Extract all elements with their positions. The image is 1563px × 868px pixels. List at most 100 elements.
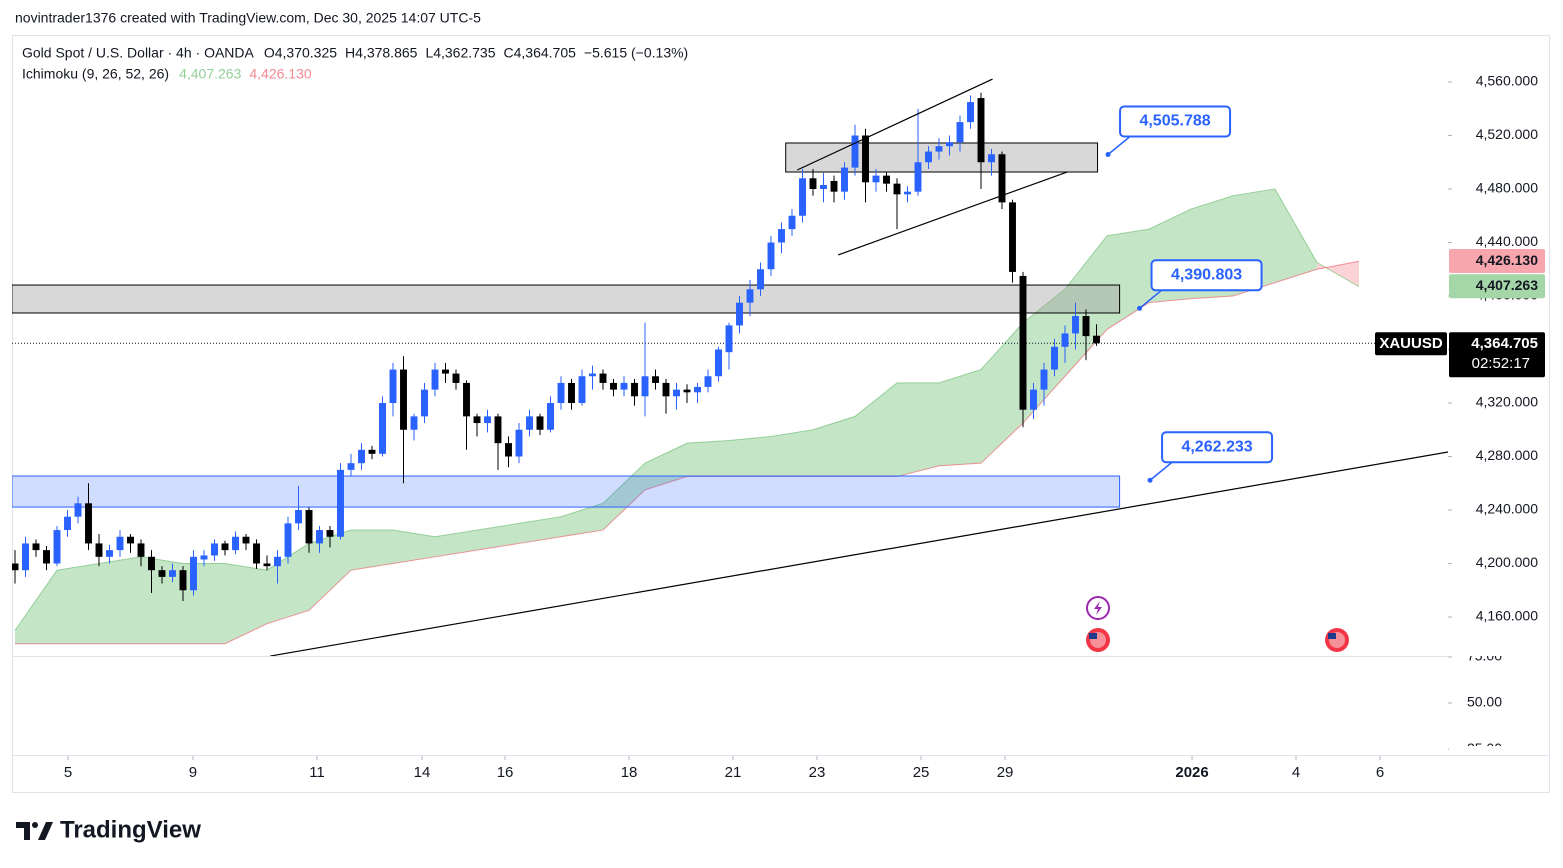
annotation-box	[1150, 259, 1263, 292]
cloud-segment	[435, 530, 478, 557]
annotation-point	[1137, 305, 1143, 311]
cloud-segment	[687, 440, 730, 477]
event-flag-canton	[1089, 633, 1097, 639]
y-tick-label: 4,240.000	[1476, 501, 1538, 517]
brand-logo: TradingView	[16, 816, 201, 843]
cloud-segment	[393, 530, 436, 564]
candle-body	[725, 325, 733, 353]
candle-body	[253, 543, 260, 564]
x-tick-label: 29	[997, 764, 1014, 781]
candle-body	[410, 416, 418, 430]
x-tick-label: 21	[725, 764, 742, 781]
main-pane	[12, 78, 1448, 656]
candle-body	[431, 369, 439, 390]
candle-body	[106, 550, 113, 557]
candle-body	[274, 556, 281, 567]
candle-body	[683, 389, 691, 393]
candle-body	[589, 373, 596, 377]
candle-body	[515, 429, 523, 457]
candle-body	[211, 543, 218, 556]
candle-body	[883, 175, 890, 184]
candle-body	[74, 503, 82, 517]
axes: 4,160.000 4,200.000 4,240.000 4,280.000 4,32…	[64, 73, 1549, 781]
candle-body	[137, 543, 145, 557]
candle-body	[316, 530, 323, 544]
candle-body	[337, 469, 344, 537]
candle-body	[620, 382, 628, 390]
candle-body	[148, 556, 155, 571]
cloud-segment	[939, 369, 982, 466]
logo-mark	[16, 822, 30, 840]
candle-body	[127, 536, 134, 544]
annotation-point	[1105, 152, 1111, 158]
candle-body	[95, 543, 103, 557]
candle-body	[1061, 333, 1069, 347]
candle-body	[652, 376, 659, 383]
pane-mask	[1449, 746, 1549, 755]
candle-body	[1051, 346, 1058, 370]
candle-body	[998, 154, 1006, 203]
x-tick-label: 2026	[1175, 764, 1208, 781]
candle-body	[662, 382, 670, 397]
candle-body	[242, 536, 250, 544]
candle-body	[64, 516, 71, 531]
candle-body	[190, 556, 197, 591]
x-tick-label: 11	[309, 764, 325, 781]
candle-body	[526, 416, 533, 430]
ohlc-value: −5.615 (−0.13%)	[584, 45, 688, 61]
candle-body	[1030, 389, 1037, 410]
candle-body	[232, 536, 239, 551]
y-tick-label: 4,480.000	[1476, 180, 1538, 196]
cloud-segment	[1275, 188, 1318, 283]
candle-body	[610, 382, 617, 390]
brand: TradingView	[60, 816, 201, 843]
candle-body	[946, 142, 953, 147]
candle-body	[358, 449, 365, 464]
candle-body	[694, 386, 701, 393]
trend-line	[270, 451, 1448, 656]
last-price-label: 4,364.705	[1471, 335, 1538, 352]
candle-body	[295, 509, 302, 524]
chart-frame	[12, 35, 1550, 793]
candle-body	[1072, 316, 1079, 334]
annotation-box	[1119, 105, 1232, 138]
cloud-segment	[15, 570, 58, 644]
candle-body	[862, 135, 869, 183]
cloud-line	[14, 188, 1360, 631]
candle-body	[578, 376, 586, 403]
candle-body	[263, 563, 271, 567]
candle-body	[799, 178, 806, 216]
candle-body	[893, 183, 901, 195]
ohlc-value: O4,370.325	[264, 45, 337, 61]
y-tick-label: 4,440.000	[1476, 233, 1538, 249]
cloud-segment	[267, 543, 310, 624]
candle-body	[1093, 335, 1100, 344]
candle-body	[736, 302, 743, 326]
candle-body	[904, 191, 911, 195]
candle-body	[379, 402, 386, 454]
candle-body	[557, 382, 565, 403]
countdown: 02:52:17	[1472, 355, 1530, 372]
annotation-connector	[1149, 461, 1173, 481]
candle-body	[494, 416, 502, 444]
candle-body	[368, 449, 376, 454]
cloud-segment	[813, 416, 856, 477]
x-tick-label: 4	[1292, 764, 1300, 781]
price-tag	[1449, 274, 1545, 299]
candle-body	[284, 523, 292, 557]
candle-body	[631, 382, 638, 397]
y-tick-label: 4,200.000	[1476, 554, 1538, 570]
event-icons	[1086, 596, 1349, 652]
candle-body	[746, 289, 754, 303]
candle-body	[305, 509, 313, 544]
pane-mask	[1449, 648, 1549, 656]
candle-body	[914, 162, 922, 192]
candle-body	[1009, 202, 1016, 272]
candle-body	[347, 463, 355, 470]
candle-body	[956, 122, 964, 143]
candle-body	[389, 369, 397, 403]
y-tick-label: 4,160.000	[1476, 608, 1538, 624]
y-tick-label: 4,320.000	[1476, 394, 1538, 410]
